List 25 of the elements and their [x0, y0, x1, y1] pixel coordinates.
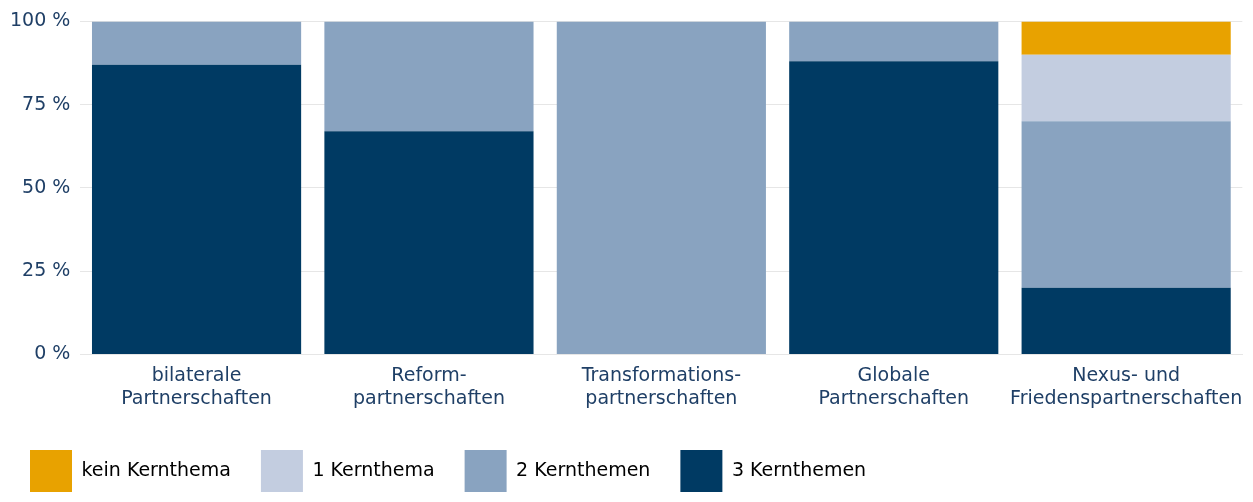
legend-label: 1 Kernthema: [312, 457, 435, 480]
y-tick-label: 75 %: [22, 91, 71, 114]
x-tick-label: Transformations- partnerschaften: [580, 362, 742, 408]
x-tick-label: Nexus- und Friedenspartnerschaften: [1010, 362, 1243, 408]
bar: [91, 64, 302, 354]
x-tick-label: bilaterale Partnerschaften: [121, 362, 272, 408]
y-tick-label: 0 %: [34, 341, 71, 364]
bar: [1021, 21, 1231, 55]
y-tick-label: 50 %: [22, 174, 71, 197]
bar: [556, 21, 766, 354]
bar: [789, 21, 999, 62]
legend-label: 3 Kernthemen: [731, 457, 867, 480]
bar: [789, 61, 999, 354]
legend-label: kein Kernthema: [81, 457, 231, 480]
bar: [324, 21, 534, 132]
bar: [324, 131, 534, 354]
bar: [1021, 54, 1231, 122]
x-tick-label: Globale Partnerschaften: [818, 362, 970, 408]
legend-label: 2 Kernthemen: [516, 457, 651, 480]
y-tick-label: 25 %: [22, 258, 71, 281]
x-tick-label: Reform- partnerschaften: [352, 362, 505, 408]
bar: [1021, 121, 1231, 288]
y-tick-label: 100 %: [10, 8, 71, 31]
bar: [91, 21, 302, 65]
bar: [1021, 287, 1231, 354]
